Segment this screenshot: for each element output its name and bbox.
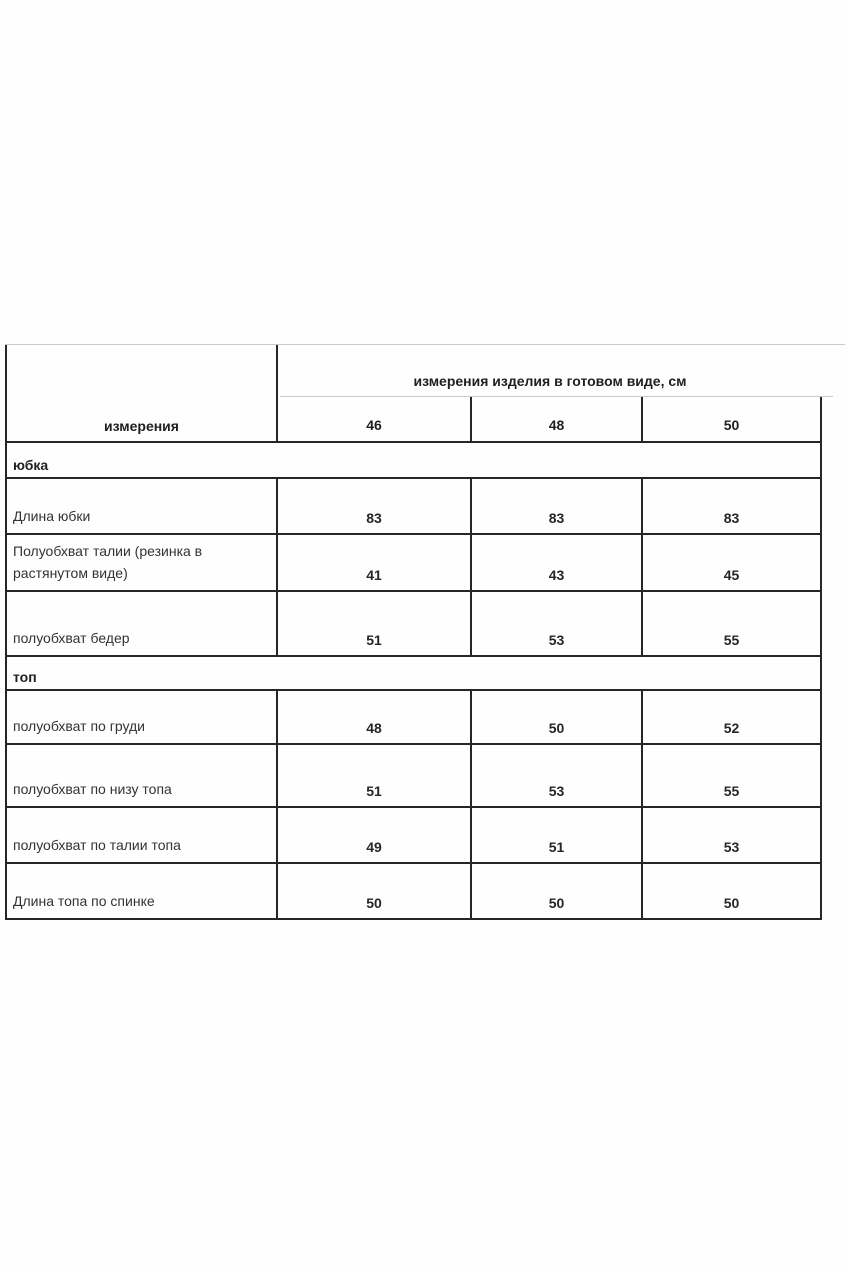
table-row-skirt-hips: полуобхват бедер 51 53 55 (7, 592, 822, 657)
size-column-header-46: 46 (366, 417, 382, 433)
value-cell: 45 (641, 535, 820, 590)
row-label: полуобхват по низу топа (7, 745, 278, 806)
table-row-top-hem: полуобхват по низу топа 51 53 55 (7, 745, 822, 808)
span-header-guide-line (280, 396, 833, 397)
value-cell: 53 (641, 808, 820, 862)
value-cell: 83 (641, 479, 820, 533)
value-cell: 51 (366, 783, 382, 799)
value-cell: 50 (641, 864, 820, 918)
table-row-skirt-length: Длина юбки 83 83 83 (7, 479, 822, 535)
row-label: Полуобхват талии (резинка в растянутом в… (7, 535, 278, 590)
table-row-skirt-waist: Полуобхват талии (резинка в растянутом в… (7, 535, 822, 592)
value-cell: 51 (470, 808, 641, 862)
value-cell: 50 (470, 691, 641, 743)
table-row-top-back-length: Длина топа по спинке 50 50 50 (7, 864, 822, 920)
value-cell: 41 (366, 567, 382, 583)
row-label: Длина топа по спинке (7, 864, 278, 918)
value-cell: 48 (366, 720, 382, 736)
value-cell: 49 (366, 839, 382, 855)
value-cell: 43 (470, 535, 641, 590)
measurements-column-header: измерения (7, 344, 278, 441)
value-cell: 51 (366, 632, 382, 648)
value-cell: 55 (641, 592, 820, 655)
finished-garment-span-header: измерения изделия в готовом виде, см (413, 373, 687, 389)
table-top-guide-line (5, 344, 845, 345)
value-cell: 52 (641, 691, 820, 743)
size-column-header-48: 48 (470, 396, 641, 441)
measurements-column-header-label: измерения (104, 418, 179, 434)
table-row-top-chest: полуобхват по груди 48 50 52 (7, 691, 822, 745)
value-cell: 50 (366, 895, 382, 911)
table-header-row: измерения измерения изделия в готовом ви… (7, 344, 822, 443)
value-cell: 83 (470, 479, 641, 533)
value-cell: 50 (470, 864, 641, 918)
section-title-skirt: юбка (7, 443, 822, 479)
size-chart-table: измерения измерения изделия в готовом ви… (5, 344, 822, 920)
value-cell: 83 (366, 510, 382, 526)
size-columns-row: 46 48 50 (278, 396, 822, 441)
value-cell: 55 (641, 745, 820, 806)
size-column-header-50: 50 (641, 396, 820, 441)
section-title-top: топ (7, 657, 822, 691)
table-row-top-waist: полуобхват по талии топа 49 51 53 (7, 808, 822, 864)
row-label: полуобхват бедер (7, 592, 278, 655)
row-label: Длина юбки (7, 479, 278, 533)
value-cell: 53 (470, 745, 641, 806)
row-label: полуобхват по груди (7, 691, 278, 743)
header-sizes-group: измерения изделия в готовом виде, см 46 … (278, 344, 822, 441)
row-label: полуобхват по талии топа (7, 808, 278, 862)
value-cell: 53 (470, 592, 641, 655)
